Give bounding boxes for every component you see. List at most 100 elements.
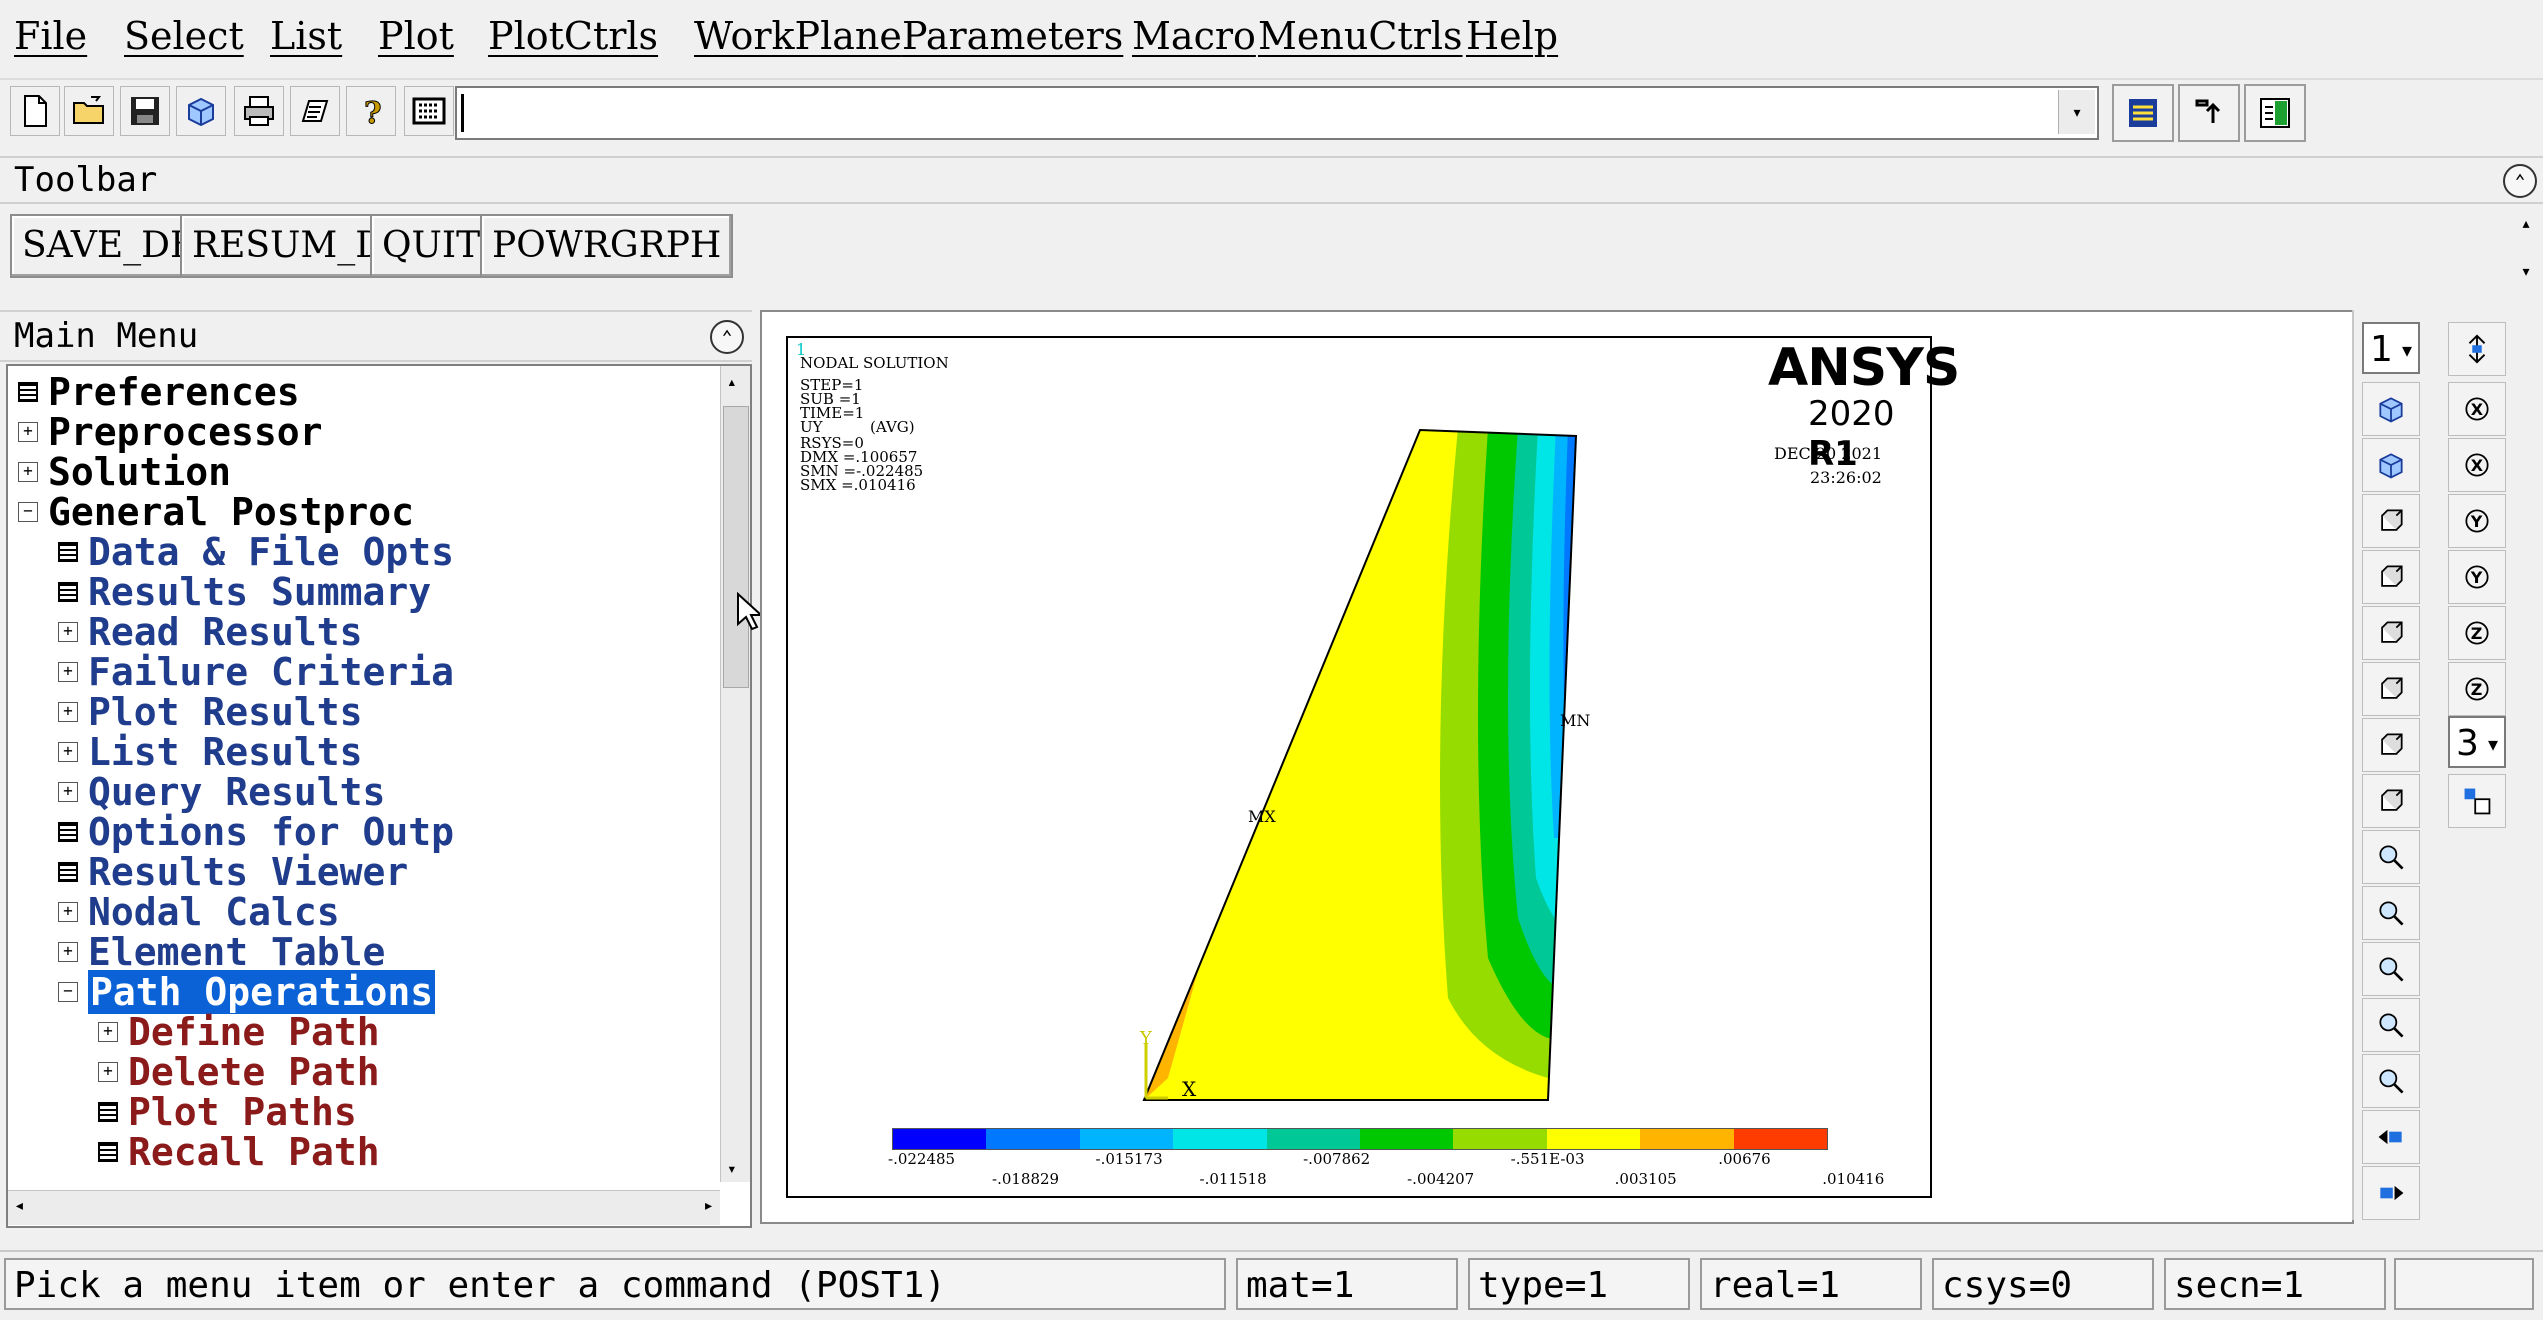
box-zoom-icon[interactable]: [2362, 942, 2420, 996]
scroll-up-arrow-icon[interactable]: ▴: [727, 372, 737, 391]
scroll-up-icon[interactable]: ▴: [2520, 212, 2532, 234]
menu-item-results-viewer[interactable]: Results Viewer: [58, 852, 408, 892]
fit-view-icon[interactable]: [2362, 830, 2420, 884]
front-view-icon[interactable]: [2362, 494, 2420, 548]
menu-item-solution[interactable]: + Solution: [18, 452, 231, 492]
collapse-icon[interactable]: −: [18, 501, 38, 522]
dynamic-mode-icon[interactable]: [2448, 322, 2506, 376]
expand-icon[interactable]: +: [18, 461, 38, 482]
expand-icon[interactable]: +: [58, 781, 78, 802]
scroll-down-icon[interactable]: ▾: [2520, 260, 2532, 282]
save-icon[interactable]: [120, 86, 170, 136]
contact-manager-icon[interactable]: [2244, 84, 2306, 142]
scroll-thumb[interactable]: [723, 406, 749, 688]
rotation-increment-select[interactable]: 3: [2448, 716, 2506, 770]
pan-right-icon[interactable]: [2362, 1166, 2420, 1220]
oblique-view-icon[interactable]: [2362, 438, 2420, 492]
scroll-left-arrow-icon[interactable]: ◂: [14, 1195, 25, 1216]
menu-help[interactable]: Help: [1466, 14, 1559, 58]
zoom-icon[interactable]: [2362, 886, 2420, 940]
expand-icon[interactable]: +: [98, 1061, 118, 1082]
save-db-button[interactable]: SAVE_DB: [10, 214, 209, 278]
menu-macro[interactable]: Macro: [1132, 14, 1256, 58]
keyboard-icon[interactable]: [404, 86, 454, 136]
menu-item-options-for-outp[interactable]: Options for Outp: [58, 812, 454, 852]
menu-item-query-results[interactable]: + Query Results: [58, 772, 385, 812]
open-folder-icon[interactable]: [64, 86, 114, 136]
collapse-icon[interactable]: −: [58, 981, 78, 1002]
menu-item-delete-path[interactable]: + Delete Path: [98, 1052, 380, 1092]
menu-plot[interactable]: Plot: [378, 14, 454, 58]
top-view-icon[interactable]: [2362, 550, 2420, 604]
leaf-command-icon[interactable]: [58, 821, 78, 842]
menu-item-results-summary[interactable]: Results Summary: [58, 572, 431, 612]
menu-item-preprocessor[interactable]: + Preprocessor: [18, 412, 323, 452]
model-cube-icon[interactable]: [176, 86, 226, 136]
menu-select[interactable]: Select: [124, 14, 244, 58]
back-view-icon[interactable]: [2362, 606, 2420, 660]
menu-item-general-postproc[interactable]: − General Postproc: [18, 492, 414, 532]
graphics-window-1[interactable]: 1 NODAL SOLUTION STEP=1 SUB =1 TIME=1 UY (AVG…: [786, 336, 1960, 1198]
menu-plotctrls[interactable]: PlotCtrls: [488, 14, 659, 58]
leaf-command-icon[interactable]: [58, 581, 78, 602]
menu-item-failure-criteria[interactable]: + Failure Criteria: [58, 652, 454, 692]
reset-picking-icon[interactable]: [2178, 84, 2240, 142]
window-select[interactable]: 1: [2362, 322, 2420, 376]
quit-button[interactable]: QUIT: [370, 214, 493, 278]
collapse-toolbar-icon[interactable]: ⌃: [2503, 164, 2537, 198]
command-input[interactable]: ▾: [455, 86, 2099, 140]
pan-left-icon[interactable]: [2362, 1110, 2420, 1164]
rotate-y-pos-icon[interactable]: Y: [2448, 494, 2506, 548]
menu-item-element-table[interactable]: + Element Table: [58, 932, 385, 972]
menu-item-recall-path[interactable]: Recall Path: [98, 1132, 380, 1172]
scroll-right-arrow-icon[interactable]: ▸: [703, 1195, 714, 1216]
raise-hidden-icon[interactable]: [2112, 84, 2174, 142]
collapse-main-menu-icon[interactable]: ⌃: [710, 320, 744, 354]
vertical-scrollbar[interactable]: ▴ ▾: [720, 366, 750, 1182]
menu-workplane[interactable]: WorkPlane: [694, 14, 902, 58]
zoom-out-icon[interactable]: [2362, 1054, 2420, 1108]
rotate-x-pos-icon[interactable]: X: [2448, 382, 2506, 436]
menu-menuctrls[interactable]: MenuCtrls: [1258, 14, 1463, 58]
menu-item-define-path[interactable]: + Define Path: [98, 1012, 380, 1052]
menu-item-list-results[interactable]: + List Results: [58, 732, 363, 772]
report-icon[interactable]: [290, 86, 340, 136]
menu-parameters[interactable]: Parameters: [902, 14, 1124, 58]
rotate-y-neg-icon[interactable]: Y: [2448, 550, 2506, 604]
menu-list[interactable]: List: [270, 14, 343, 58]
zoom-in-icon[interactable]: [2362, 998, 2420, 1052]
leaf-command-icon[interactable]: [58, 541, 78, 562]
expand-icon[interactable]: +: [58, 621, 78, 642]
leaf-command-icon[interactable]: [58, 861, 78, 882]
contour-plot[interactable]: MX MN Y X: [788, 338, 1930, 1196]
menu-item-plot-paths[interactable]: Plot Paths: [98, 1092, 357, 1132]
expand-icon[interactable]: +: [18, 421, 38, 442]
menu-item-path-operations[interactable]: − Path Operations: [58, 970, 436, 1014]
expand-icon[interactable]: +: [58, 741, 78, 762]
expand-icon[interactable]: +: [98, 1021, 118, 1042]
print-icon[interactable]: [234, 86, 284, 136]
right-view-icon[interactable]: [2362, 662, 2420, 716]
iso-view-icon[interactable]: [2362, 382, 2420, 436]
menu-file[interactable]: File: [14, 14, 88, 58]
rotate-z-pos-icon[interactable]: Z: [2448, 606, 2506, 660]
horizontal-scrollbar[interactable]: ◂ ▸: [8, 1190, 720, 1225]
menu-item-nodal-calcs[interactable]: + Nodal Calcs: [58, 892, 340, 932]
rotate-x-neg-icon[interactable]: X: [2448, 438, 2506, 492]
leaf-command-icon[interactable]: [18, 381, 38, 402]
menu-item-preferences[interactable]: Preferences: [18, 372, 300, 412]
powrgrph-button[interactable]: POWRGRPH: [480, 214, 734, 278]
new-file-icon[interactable]: [10, 86, 60, 136]
rotate-z-neg-icon[interactable]: Z: [2448, 662, 2506, 716]
menu-item-plot-results[interactable]: + Plot Results: [58, 692, 363, 732]
expand-icon[interactable]: +: [58, 901, 78, 922]
left-view-icon[interactable]: [2362, 718, 2420, 772]
menu-item-data-file-opts[interactable]: Data & File Opts: [58, 532, 454, 572]
help-icon[interactable]: ?: [346, 86, 396, 136]
leaf-command-icon[interactable]: [98, 1141, 118, 1162]
reset-view-icon[interactable]: [2448, 774, 2506, 828]
bottom-view-icon[interactable]: [2362, 774, 2420, 828]
leaf-command-icon[interactable]: [98, 1101, 118, 1122]
expand-icon[interactable]: +: [58, 661, 78, 682]
expand-icon[interactable]: +: [58, 941, 78, 962]
